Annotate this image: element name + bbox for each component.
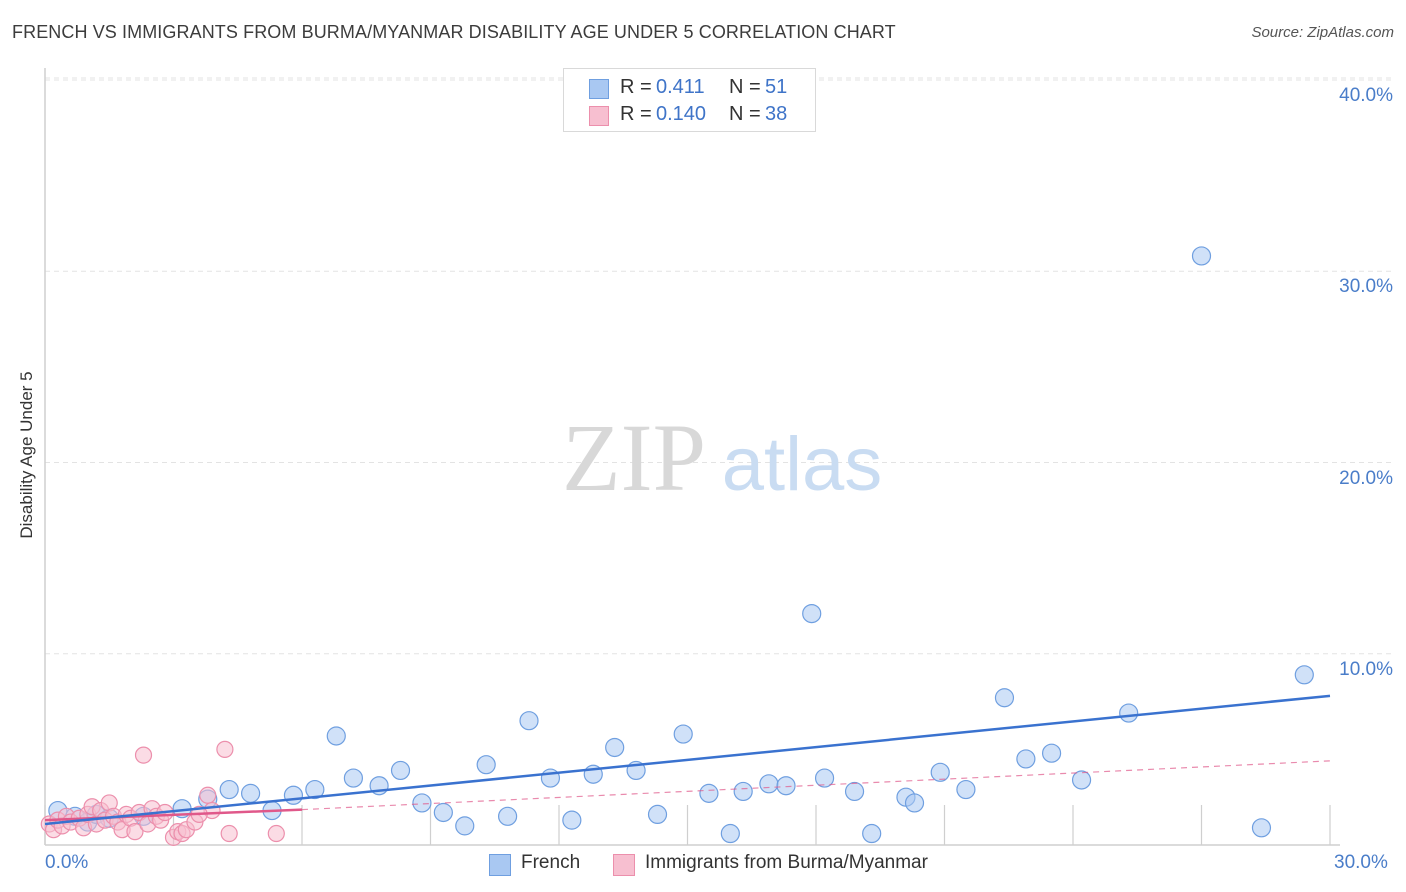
french-point: [519, 711, 539, 731]
french-point: [412, 793, 432, 813]
french-point: [904, 793, 925, 813]
french-point: [802, 603, 822, 624]
legend-swatch-french: [489, 854, 511, 876]
legend: French Immigrants from Burma/Myanmar: [0, 852, 1406, 878]
n-value: 38: [765, 103, 788, 125]
source-credit: Source: ZipAtlas.com: [1251, 24, 1394, 41]
french-point: [498, 806, 518, 826]
x-tick-label-min: 0.0%: [45, 852, 89, 873]
watermark-atlas: atlas: [722, 422, 883, 507]
french-point: [930, 762, 950, 782]
legend-label-french: French: [521, 852, 581, 873]
french-point: [1191, 246, 1212, 266]
french-point: [776, 776, 796, 796]
french-point: [1071, 770, 1092, 790]
gridlines: [45, 77, 1392, 655]
french-point: [390, 760, 411, 781]
french-trend-line: [44, 694, 1331, 826]
french-point: [562, 810, 582, 830]
french-point: [814, 768, 835, 788]
french-point: [283, 785, 304, 805]
legend-label-burma: Immigrants from Burma/Myanmar: [645, 852, 928, 873]
y-axis-title: Disability Age Under 5: [17, 371, 36, 539]
french-point: [956, 779, 976, 800]
burma-point: [199, 786, 217, 804]
n-value: 51: [765, 76, 788, 98]
french-point: [433, 802, 453, 823]
r-label: R =: [620, 76, 652, 98]
french-point: [862, 823, 882, 844]
burma-point: [267, 824, 285, 843]
french-point: [605, 737, 625, 758]
chart-title: FRENCH VS IMMIGRANTS FROM BURMA/MYANMAR …: [12, 22, 896, 42]
burma-point: [126, 823, 144, 841]
french-point: [241, 783, 261, 803]
french-point: [994, 688, 1015, 708]
axes: [44, 68, 1340, 846]
french-point: [326, 726, 346, 746]
french-point: [844, 781, 865, 802]
burma-point: [134, 746, 153, 764]
watermark: ZIP atlas: [562, 404, 882, 511]
french-swatch: [589, 79, 609, 99]
stats-box: R = 0.411 N = 51 R = 0.140 N = 38: [563, 68, 816, 132]
french-point: [1041, 743, 1062, 763]
french-point: [343, 768, 363, 788]
burma-trend-line: [44, 808, 303, 822]
french-point: [1016, 749, 1036, 769]
french-point: [759, 774, 779, 794]
n-label: N =: [729, 76, 761, 98]
french-point: [647, 804, 668, 825]
burma-point: [216, 740, 234, 758]
x-tick-label-max: 30.0%: [1334, 852, 1388, 873]
french-point: [673, 724, 693, 744]
burma-point: [220, 824, 238, 843]
y-tick-label: 30.0%: [1339, 276, 1393, 298]
french-point: [720, 823, 740, 844]
french-point: [1119, 703, 1139, 723]
series-french-points: [48, 246, 1314, 844]
french-point: [1251, 818, 1272, 838]
french-point: [1294, 665, 1314, 685]
r-value: 0.411: [656, 76, 705, 98]
french-point: [455, 816, 475, 836]
n-label: N =: [729, 103, 761, 125]
french-point: [733, 781, 753, 802]
legend-swatch-burma: [613, 854, 635, 876]
r-value: 0.140: [656, 103, 707, 125]
french-point: [476, 755, 496, 775]
french-point: [699, 783, 719, 803]
y-tick-label: 40.0%: [1339, 85, 1393, 106]
trend-lines: [44, 694, 1331, 826]
burma-swatch: [589, 106, 609, 126]
burma-trend-extension: [301, 760, 1331, 811]
french-point: [219, 779, 239, 800]
y-tick-label: 20.0%: [1339, 467, 1393, 489]
r-label: R =: [620, 103, 652, 125]
french-point: [305, 779, 325, 800]
y-tick-label: 10.0%: [1339, 658, 1393, 680]
watermark-zip: ZIP: [562, 404, 706, 511]
